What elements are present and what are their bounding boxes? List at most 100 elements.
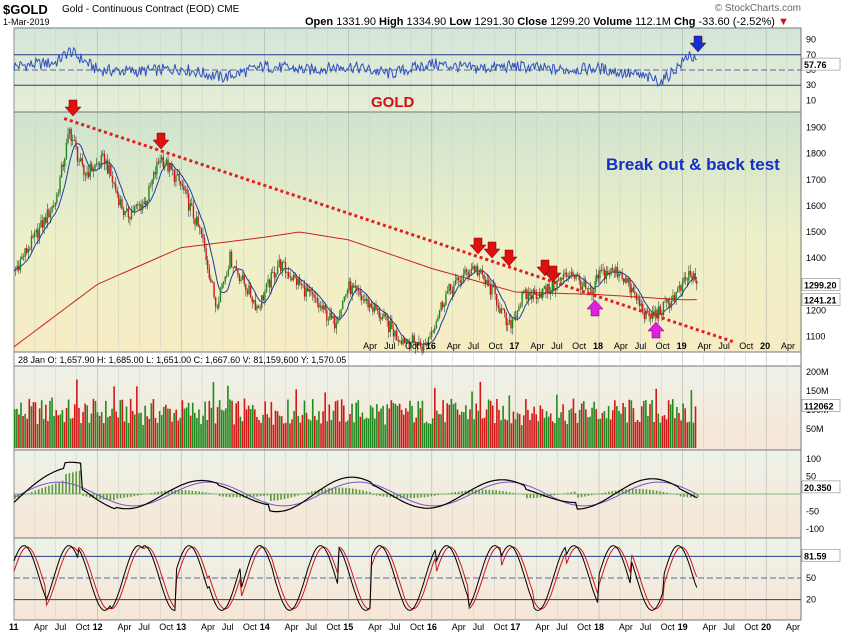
candle-body (559, 278, 561, 281)
volume-bar (78, 408, 80, 448)
bottom-xaxis-label: Oct (243, 622, 258, 632)
macd-histogram-bar (416, 494, 419, 498)
candle-body (438, 310, 441, 318)
volume-bar (525, 399, 527, 448)
macd-histogram-bar (273, 494, 276, 501)
candle-body (62, 164, 64, 167)
candle-body (373, 304, 376, 312)
volume-bar (508, 395, 511, 448)
candle-body (329, 312, 331, 320)
macd-histogram-bar (27, 493, 30, 494)
volume-current-label: 112062 (804, 401, 834, 411)
candle-body (637, 298, 639, 300)
macd-histogram-bar (164, 490, 166, 494)
candle-body (175, 175, 177, 182)
volume-bar (233, 424, 235, 448)
candle-body (572, 272, 574, 276)
candle-body (292, 274, 295, 281)
candle-body (180, 181, 182, 184)
macd-histogram-bar (345, 487, 347, 494)
macd-histogram-bar (587, 494, 590, 496)
macd-histogram-bar (235, 494, 238, 498)
candle-body (273, 272, 276, 278)
candle-body (505, 312, 507, 326)
rsi-current-label-box (801, 57, 841, 71)
candle-body (30, 235, 33, 250)
candle-body (667, 299, 669, 304)
macd-histogram-bar (423, 494, 426, 498)
bottom-xaxis-label: 12 (93, 622, 103, 632)
candle-body (449, 284, 452, 291)
high-value: 1334.90 (406, 16, 447, 28)
volume-bar (243, 398, 246, 448)
candle-body (388, 320, 390, 333)
macd-histogram-bar (351, 488, 354, 494)
candle-body (246, 290, 249, 294)
volume-bar (264, 401, 266, 448)
volume-bar (611, 410, 614, 448)
candle-body (18, 265, 20, 271)
stoch-d-line (13, 546, 698, 610)
volume-bar (307, 419, 310, 448)
candle-body (532, 289, 534, 300)
candle-body (418, 341, 420, 345)
price-xaxis-label: Oct (405, 341, 420, 351)
volume-bar (262, 414, 264, 448)
candle-body (113, 182, 115, 184)
macd-histogram-bar (382, 494, 385, 497)
macd-histogram-bar (201, 491, 204, 494)
rsi-line (13, 46, 697, 88)
volume-bar (618, 410, 620, 448)
macd-histogram-bar (488, 489, 491, 494)
price-current-label: 1299.20 (804, 280, 837, 290)
candle-body (87, 172, 90, 177)
macd-histogram-bar (37, 489, 40, 494)
candle-body (145, 201, 147, 206)
candle-body (78, 160, 80, 162)
volume-bar (682, 403, 684, 448)
breakout-annotation: Break out & back test (606, 155, 780, 174)
macd-histogram-bar (631, 488, 634, 494)
macd-histogram-bar (222, 494, 224, 497)
candle-body (507, 322, 509, 326)
macd-histogram-bar (464, 490, 467, 494)
volume-bar (249, 409, 252, 448)
candle-body (186, 189, 188, 194)
volume-bar (293, 410, 295, 448)
macd-histogram-bar (293, 494, 296, 497)
macd-histogram-bar (92, 494, 95, 499)
annotation-arrows (64, 35, 707, 339)
volume-bar (545, 411, 548, 448)
candle-body (172, 169, 174, 171)
candle-body (362, 299, 365, 301)
volume-bar (632, 408, 635, 448)
candle-body (567, 275, 569, 277)
candle-body (314, 297, 317, 299)
macd-histogram-bar (307, 492, 310, 494)
candle-body (26, 248, 28, 253)
candle-body (106, 160, 109, 174)
volume-bar (181, 400, 184, 448)
candle-body (21, 256, 23, 260)
macd-histogram-bar (536, 494, 538, 498)
volume-bar (500, 420, 502, 448)
candle-body (45, 217, 47, 224)
candle-body (529, 292, 531, 296)
macd-histogram-bar (123, 494, 125, 498)
red-down-arrow-icon (483, 241, 501, 259)
volume-bar (398, 403, 401, 448)
volume-bar (162, 406, 165, 448)
rsi-current-label: 57.76 (804, 60, 827, 70)
candle-body (235, 266, 238, 270)
volume-bar (473, 419, 475, 448)
volume-bar (475, 403, 477, 448)
volume-bar (117, 417, 120, 448)
volume-bar (512, 411, 515, 448)
candle-body (542, 288, 544, 298)
candle-body (500, 308, 503, 314)
volume-bar (305, 412, 308, 448)
volume-bar (51, 397, 53, 448)
macd-histogram-bar (239, 494, 241, 498)
volume-bar (487, 399, 490, 448)
volume-bar (183, 408, 186, 448)
